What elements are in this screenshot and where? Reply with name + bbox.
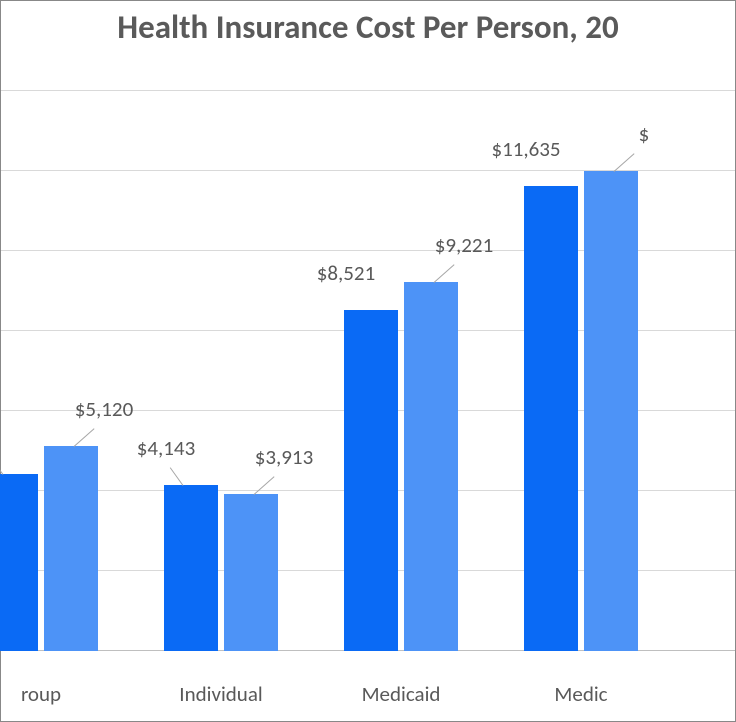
bar-medicare-series-1 <box>584 171 638 651</box>
x-label-medicaid: Medicaid <box>311 681 491 707</box>
data-label-medicare-series-1: $ <box>599 121 689 147</box>
x-axis: roupIndividualMedicaidMedic <box>1 671 735 711</box>
bar-medicaid-series-1 <box>404 282 458 651</box>
data-label-individual-series-1: $3,913 <box>239 444 329 470</box>
chart-frame: Health Insurance Cost Per Person, 20 21 $… <box>0 0 736 722</box>
plot-area: 21 $5,120 $4,143 $3,913 $8,521 $9,221 $11,635 $ <box>1 91 735 651</box>
data-label-medicare-series-0: $11,635 <box>481 136 571 162</box>
bars-container <box>1 91 735 651</box>
data-label-individual-series-0: $4,143 <box>121 435 211 461</box>
data-label-group-series-0: 21 <box>0 424 31 450</box>
x-label-group: roup <box>0 681 131 707</box>
x-label-individual: Individual <box>131 681 311 707</box>
bar-medicaid-series-0 <box>344 310 398 651</box>
bar-group-series-1 <box>44 446 98 651</box>
data-label-medicaid-series-1: $9,221 <box>419 232 509 258</box>
data-label-group-series-1: $5,120 <box>59 396 149 422</box>
x-label-medicare: Medic <box>491 681 671 707</box>
bar-medicare-series-0 <box>524 186 578 651</box>
data-label-medicaid-series-0: $8,521 <box>301 260 391 286</box>
chart-title: Health Insurance Cost Per Person, 20 <box>1 7 735 47</box>
bar-group-series-0 <box>0 474 38 651</box>
bar-individual-series-0 <box>164 485 218 651</box>
bar-individual-series-1 <box>224 494 278 651</box>
